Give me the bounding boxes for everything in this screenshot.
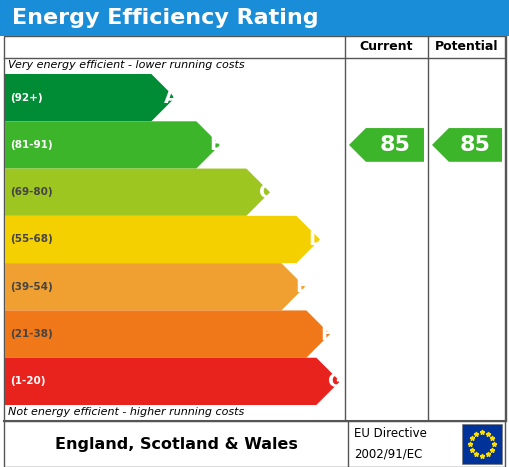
Text: 2002/91/EC: 2002/91/EC <box>354 448 422 460</box>
Text: EU Directive: EU Directive <box>354 427 427 440</box>
Polygon shape <box>5 169 270 216</box>
Text: (55-68): (55-68) <box>10 234 53 245</box>
Text: (92+): (92+) <box>10 92 43 103</box>
Polygon shape <box>349 128 424 162</box>
Bar <box>4 421 505 467</box>
Polygon shape <box>5 216 320 263</box>
Bar <box>462 424 502 464</box>
Text: C: C <box>259 183 274 202</box>
Text: (81-91): (81-91) <box>10 140 52 150</box>
Text: B: B <box>209 135 224 155</box>
Polygon shape <box>432 128 502 162</box>
Polygon shape <box>5 74 175 121</box>
Polygon shape <box>5 121 220 169</box>
Polygon shape <box>5 263 305 311</box>
Text: E: E <box>295 277 308 296</box>
Polygon shape <box>5 358 340 405</box>
Text: A: A <box>164 88 179 107</box>
Text: 85: 85 <box>380 135 410 155</box>
Text: Not energy efficient - higher running costs: Not energy efficient - higher running co… <box>8 407 244 417</box>
Text: F: F <box>320 325 333 344</box>
Text: (69-80): (69-80) <box>10 187 52 197</box>
Text: 85: 85 <box>460 135 491 155</box>
Text: (1-20): (1-20) <box>10 376 45 386</box>
Text: G: G <box>328 372 345 391</box>
Text: Potential: Potential <box>435 41 499 54</box>
Text: Very energy efficient - lower running costs: Very energy efficient - lower running co… <box>8 60 245 70</box>
Bar <box>0 0 509 36</box>
Bar <box>4 36 505 421</box>
Text: (21-38): (21-38) <box>10 329 53 339</box>
Text: Energy Efficiency Rating: Energy Efficiency Rating <box>12 8 319 28</box>
Text: Current: Current <box>360 41 413 54</box>
Text: D: D <box>308 230 325 249</box>
Text: England, Scotland & Wales: England, Scotland & Wales <box>54 437 297 452</box>
Polygon shape <box>5 311 330 358</box>
Text: (39-54): (39-54) <box>10 282 53 292</box>
